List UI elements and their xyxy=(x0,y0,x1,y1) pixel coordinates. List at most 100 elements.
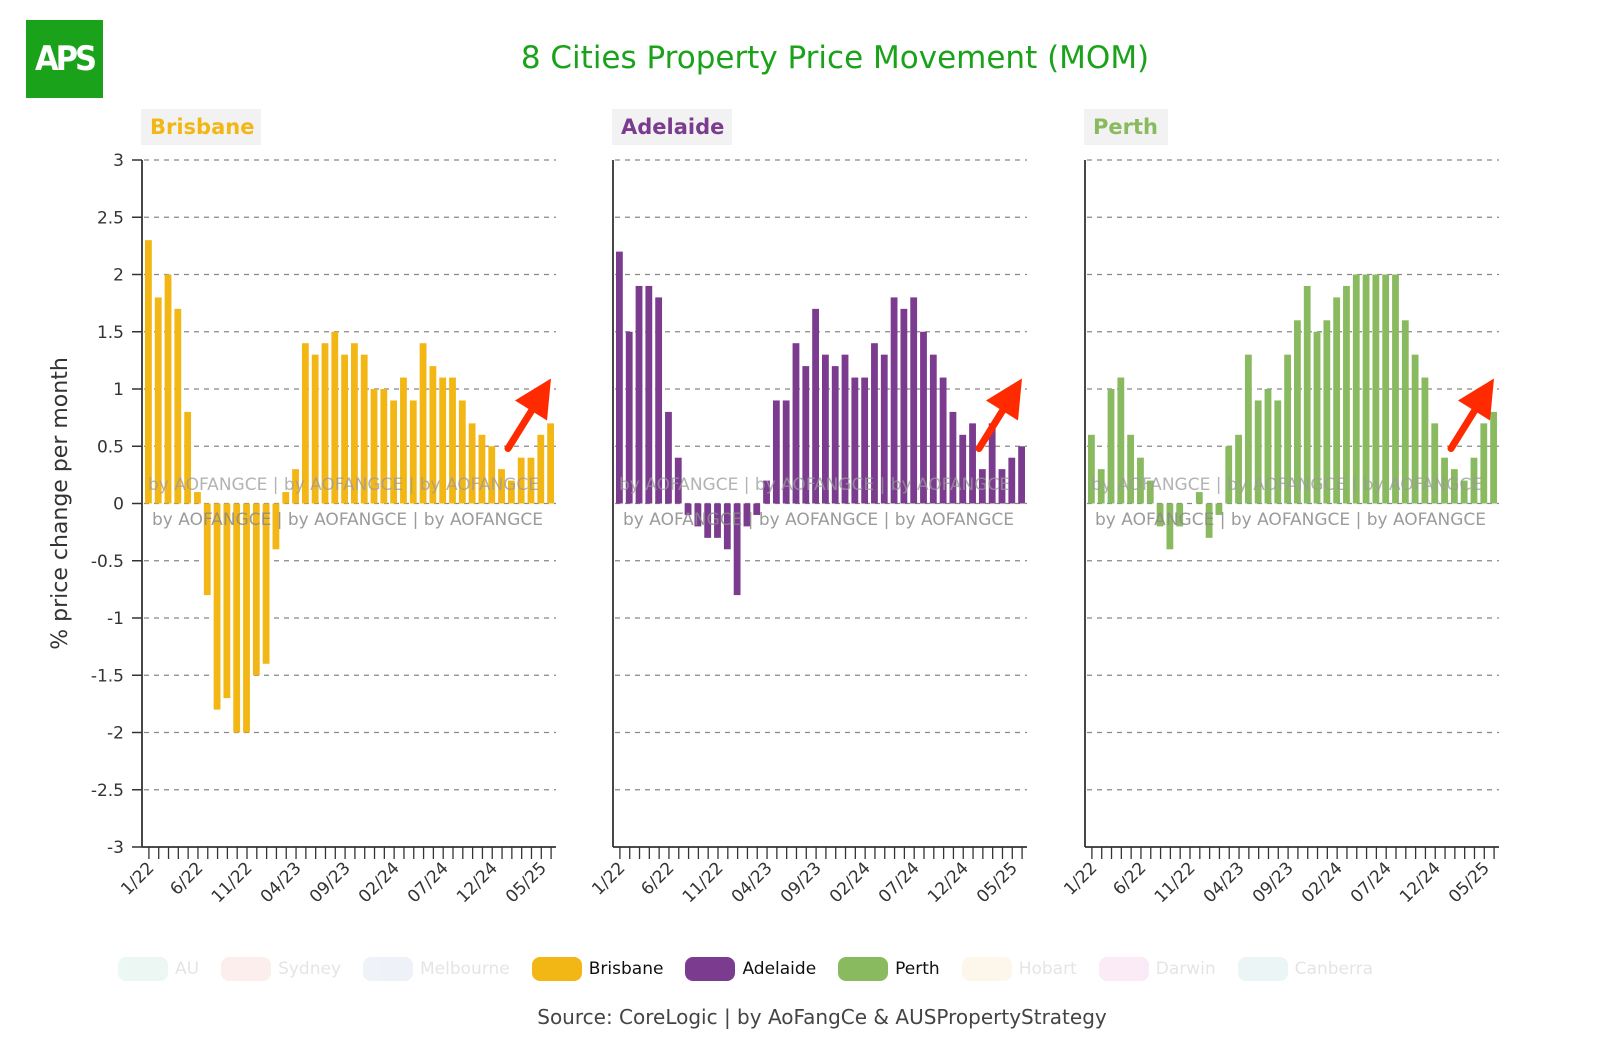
legend-swatch xyxy=(221,957,272,981)
legend-item-au[interactable]: AU xyxy=(118,957,199,981)
watermark-text: by AOFANGCE | by AOFANGCE | by AOFANGCE xyxy=(1095,510,1486,530)
bar xyxy=(1460,480,1468,504)
bar xyxy=(262,503,270,664)
watermark-text: by AOFANGCE | by AOFANGCE | by AOFANGCE xyxy=(1091,475,1482,495)
bar xyxy=(360,354,368,504)
legend-item-sydney[interactable]: Sydney xyxy=(221,957,341,981)
legend-item-perth[interactable]: Perth xyxy=(838,957,940,981)
bar xyxy=(1294,320,1301,504)
bar xyxy=(988,423,996,504)
bar xyxy=(1274,400,1282,504)
watermark-text: by AOFANGCE | by AOFANGCE | by AOFANGCE xyxy=(623,510,1014,530)
bar xyxy=(1421,377,1429,504)
bar xyxy=(439,377,447,504)
x-tick-label: 02/24 xyxy=(826,858,875,907)
x-tick-label: 12/24 xyxy=(924,858,973,907)
y-tick-label: 3 xyxy=(113,151,124,171)
bar xyxy=(400,377,407,504)
legend-swatch xyxy=(685,957,736,981)
watermark-text: by AOFANGCE | by AOFANGCE | by AOFANGCE xyxy=(152,510,543,530)
bar xyxy=(880,354,888,504)
legend-item-canberra[interactable]: Canberra xyxy=(1237,957,1373,981)
bar xyxy=(1362,274,1370,504)
bar xyxy=(900,308,908,504)
bar xyxy=(1470,457,1478,504)
bar xyxy=(203,503,211,596)
panel-label: Brisbane xyxy=(150,115,254,139)
panel-label: Adelaide xyxy=(621,115,724,139)
bar xyxy=(655,297,663,504)
x-tick-label: 1/22 xyxy=(1060,858,1101,899)
watermark-text: by AOFANGCE | by AOFANGCE | by AOFANGCE xyxy=(148,475,539,495)
bar xyxy=(949,411,957,504)
bar xyxy=(1392,274,1399,504)
y-tick-label: -2 xyxy=(107,724,124,744)
bar xyxy=(390,400,398,504)
panel-label-bg xyxy=(1084,109,1168,145)
bar xyxy=(321,343,329,504)
panel-brisbane: Brisbane by AOFANGCE | by AOFANGCE | by A… xyxy=(117,109,556,907)
bar xyxy=(233,503,241,733)
legend-item-darwin[interactable]: Darwin xyxy=(1098,957,1216,981)
bar xyxy=(1372,274,1380,504)
bar xyxy=(929,354,937,504)
bar xyxy=(1008,457,1016,504)
legend-item-adelaide[interactable]: Adelaide xyxy=(685,957,816,981)
bar xyxy=(1156,503,1164,527)
bar xyxy=(1244,354,1252,504)
bar xyxy=(792,343,800,504)
x-tick-label: 02/24 xyxy=(1298,858,1347,907)
bar xyxy=(635,285,643,504)
x-tick-label: 05/25 xyxy=(1445,858,1494,907)
bar xyxy=(537,434,545,504)
bar xyxy=(1225,446,1233,504)
x-tick-label: 6/22 xyxy=(637,858,678,899)
bar xyxy=(939,377,947,504)
bar xyxy=(851,377,859,504)
logo-text: APS xyxy=(34,39,97,79)
bar xyxy=(772,400,780,504)
bar xyxy=(723,503,731,550)
bar xyxy=(841,354,849,504)
legend-item-melbourne[interactable]: Melbourne xyxy=(363,957,510,981)
panel-label: Perth xyxy=(1093,115,1158,139)
bar xyxy=(714,503,721,538)
bar xyxy=(498,469,505,504)
legend-label: Hobart xyxy=(1018,959,1077,979)
bar xyxy=(704,503,712,538)
x-tick-label: 09/23 xyxy=(1249,858,1298,907)
bar xyxy=(616,251,623,504)
x-tick-label: 6/22 xyxy=(1109,858,1150,899)
chart-area: 3 2.5 2 1.5 1 0.5 0 -0.5 -1 -1.5 -2 -2.5 -3 % price c… xyxy=(48,109,1499,907)
panel-label-bg xyxy=(612,109,732,145)
bar xyxy=(1205,503,1213,538)
legend-item-brisbane[interactable]: Brisbane xyxy=(531,957,663,981)
bar xyxy=(1401,320,1409,504)
y-tick-label: -3 xyxy=(107,838,124,858)
legend-swatch xyxy=(838,957,889,981)
y-tick-label: 1.5 xyxy=(97,323,124,343)
bar xyxy=(1235,434,1242,504)
bar xyxy=(419,343,427,504)
bar xyxy=(282,492,290,504)
legend-item-hobart[interactable]: Hobart xyxy=(961,957,1077,981)
legend-swatch xyxy=(961,957,1012,981)
bar xyxy=(1333,297,1341,504)
bar xyxy=(272,503,280,550)
legend-label: AU xyxy=(175,959,200,979)
bar xyxy=(145,240,152,504)
y-tick-label: 1 xyxy=(113,380,124,400)
bar xyxy=(871,343,878,504)
bar xyxy=(292,469,299,504)
bar xyxy=(380,389,388,504)
x-tick-label: 04/23 xyxy=(257,858,306,907)
y-tick-label: 2 xyxy=(113,266,124,286)
bar xyxy=(959,434,967,504)
panel-label-bg xyxy=(141,109,261,145)
bar xyxy=(822,354,829,504)
trend-arrow-head xyxy=(1458,378,1494,421)
bar xyxy=(978,469,986,504)
bar xyxy=(1137,457,1144,504)
bar xyxy=(812,308,819,504)
bar xyxy=(861,377,869,504)
